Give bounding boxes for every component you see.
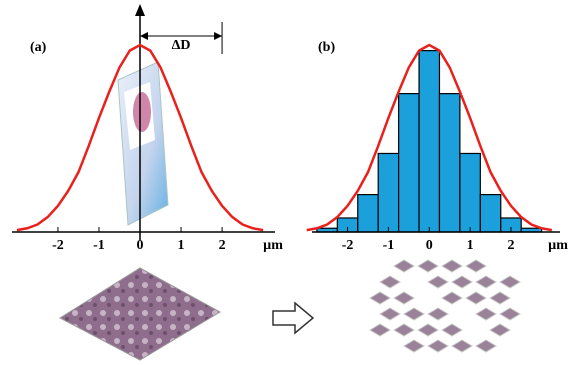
tile [489,323,511,337]
annotation-arrow [140,32,149,40]
panel-label: (b) [318,40,335,55]
tile [489,291,511,305]
x-tick-label: 1 [467,238,474,253]
tile [393,291,415,305]
x-tick-label: 2 [507,238,514,253]
annotation: ΔD [172,38,191,53]
tile [499,307,521,321]
y-axis-arrow [135,4,146,16]
bar [377,152,400,233]
x-tick-label: 2 [219,238,226,253]
arrow [272,301,315,335]
x-axis-label: µm [548,238,568,253]
tile [475,339,497,353]
tile [417,259,439,273]
tile [403,339,425,353]
x-tick-label: 1 [178,238,185,253]
x-axis-label: µm [263,238,283,253]
bar [479,194,502,233]
bar [438,93,461,233]
tile [441,291,463,305]
x-tick-label: -1 [383,238,395,253]
annotation-arrow [214,32,223,40]
x-tick-label: -2 [52,238,64,253]
curve [16,43,264,232]
panel-label: (a) [30,40,47,55]
tile [379,307,401,321]
x-tick-label: 0 [426,238,433,253]
bar [398,93,420,233]
bar [357,194,379,233]
tile [465,291,487,305]
tile [369,323,391,337]
tile [441,259,463,273]
tile [417,323,439,337]
tile [465,259,487,273]
tissue-tiles [369,259,521,353]
tile [403,307,425,321]
tile [393,323,415,337]
x-tick-label: -2 [342,238,354,253]
curve [306,43,553,232]
tissue-image [58,267,222,361]
x-tick-label: 0 [137,238,144,253]
tile [427,307,449,321]
tile [451,339,473,353]
tile [369,291,391,305]
tile [427,339,449,353]
tile [427,275,449,289]
tile [499,275,521,289]
bar [459,152,481,233]
tile [475,275,497,289]
tile [379,275,401,289]
tile [393,259,415,273]
bar [418,50,441,233]
tile [475,307,497,321]
tile [451,275,473,289]
tile [441,323,463,337]
slide-illustration [117,61,169,226]
x-tick-label: -1 [93,238,105,253]
